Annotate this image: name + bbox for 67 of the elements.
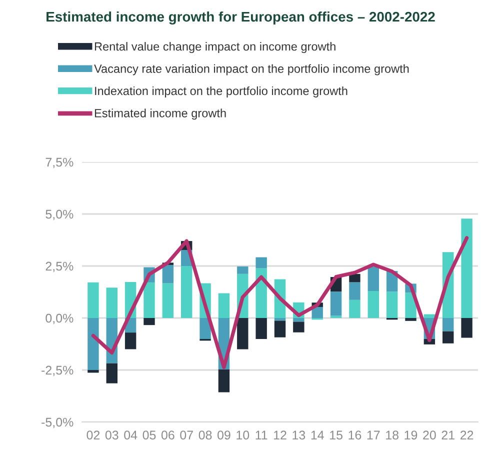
x-tick-label: 16 [348, 430, 362, 440]
bar [349, 274, 360, 282]
bar [256, 257, 267, 268]
bar [330, 292, 342, 316]
bar [181, 266, 192, 318]
bar [349, 282, 360, 300]
bar [293, 318, 304, 322]
x-tick-label: 15 [330, 430, 342, 440]
chart-title: Estimated income growth for European offices – 2002-2022 [46, 11, 435, 25]
legend-label: Estimated income growth [94, 108, 226, 120]
bar [368, 266, 379, 291]
bar [256, 318, 267, 340]
x-tick-label: 08 [198, 430, 212, 440]
legend-label: Indexation impact on the portfolio income growth [95, 86, 348, 98]
bar [162, 264, 174, 284]
y-tick-label: 7,5% [46, 158, 74, 168]
x-tick-label: 12 [274, 430, 286, 440]
line-series [91, 236, 469, 370]
bar [274, 320, 286, 338]
x-tick-label: 11 [256, 430, 268, 440]
x-tick-label: 13 [292, 430, 306, 440]
x-tick-label: 22 [460, 430, 474, 440]
x-tick-label: 20 [423, 430, 436, 440]
bar [162, 283, 174, 318]
x-tick-label: 03 [105, 430, 118, 440]
bar [442, 318, 454, 332]
x-tick-label: 09 [218, 430, 230, 440]
bar [106, 288, 118, 318]
legend-label: Vacancy rate variation impact on the portfolio income growth [94, 64, 409, 76]
y-tick-label: 0,0% [46, 314, 74, 324]
x-tick-label: 05 [142, 430, 156, 440]
bar [144, 318, 155, 326]
y-tick-label: -5,0% [42, 418, 74, 428]
legend-label: Rental value change impact on income growth [94, 42, 336, 54]
bar [349, 300, 360, 318]
bar [405, 318, 416, 321]
bar [293, 322, 304, 332]
bar [386, 292, 398, 318]
x-tick-label: 21 [442, 430, 454, 440]
bar [442, 331, 454, 344]
x-tick-label: 02 [86, 430, 100, 440]
x-tick-label: 17 [367, 430, 380, 440]
bar [461, 318, 472, 338]
bar [237, 266, 248, 274]
bar [106, 363, 118, 384]
x-tick-label: 06 [161, 430, 174, 440]
bar [237, 318, 248, 350]
x-tick-label: 19 [404, 430, 418, 440]
bar [218, 369, 230, 392]
bar [124, 332, 136, 350]
x-tick-label: 14 [311, 430, 324, 440]
bar [218, 293, 230, 318]
y-tick-label: -2,5% [42, 366, 74, 376]
x-tick-label: 07 [180, 430, 193, 440]
x-tick-label: 18 [386, 430, 398, 440]
bar [88, 318, 99, 370]
bar [274, 318, 286, 321]
bar [461, 218, 472, 318]
x-tick-label: 04 [124, 430, 138, 440]
bar [312, 306, 323, 318]
y-tick-label: 5,0% [46, 210, 74, 220]
y-tick-label: 2,5% [46, 262, 74, 272]
bar [88, 370, 99, 373]
bar [88, 282, 99, 318]
bar [144, 282, 155, 318]
x-tick-label: 10 [236, 430, 250, 440]
bar [368, 290, 379, 318]
